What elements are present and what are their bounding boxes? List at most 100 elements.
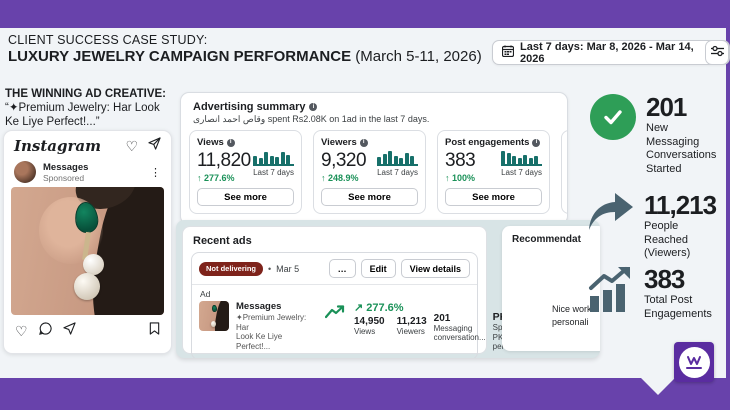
trend-up-icon: [324, 305, 347, 324]
bottom-purple-bar: [0, 378, 730, 410]
metric-card-views: Views i 11,820 ↑ 277.6% Last 7 days See m…: [189, 130, 302, 214]
post-action-bar: ♡: [4, 315, 171, 347]
instagram-post-mockup: Instagram ♡ Messages Sponsored ⋮ ♡: [3, 130, 172, 354]
ad-card: Not delivering • Mar 5 … Edit View detai…: [191, 252, 556, 358]
view-details-button[interactable]: View details: [400, 259, 470, 278]
see-more-button[interactable]: See more: [197, 188, 294, 206]
ad-creative-image: [11, 187, 164, 315]
metric-card-post-engagements: Post engagements i 383 ↑ 100% Last 7 days…: [437, 130, 550, 214]
share-plane-icon[interactable]: [62, 322, 76, 340]
highlight-value: 201: [646, 92, 687, 122]
dashboard-backdrop: Recent ads Not delivering • Mar 5 … Edit…: [176, 220, 600, 358]
calendar-icon: [501, 45, 515, 60]
recommendations-panel: Recommendat Nice work! personali: [502, 226, 600, 351]
metric-label: Views i: [197, 137, 294, 148]
highlight-value: 11,213: [644, 190, 717, 220]
instagram-top-bar: Instagram ♡: [4, 131, 171, 157]
share-arrow-icon: [588, 192, 634, 239]
like-heart-icon[interactable]: ♡: [15, 323, 28, 339]
bookmark-icon[interactable]: [149, 322, 160, 340]
ad-column-label: Ad: [200, 289, 211, 299]
quote-line-2: Ke Liye Perfect!...”: [5, 116, 100, 128]
quote-line-1: “✦Premium Jewelry: Har Look: [5, 102, 160, 114]
metric-card-messaging-clipped: Me sta —: [561, 130, 567, 214]
page-title: LUXURY JEWELRY CAMPAIGN PERFORMANCE (Mar…: [8, 48, 482, 65]
ad-thumbnail: [199, 301, 229, 331]
winning-creative-heading: THE WINNING AD CREATIVE:: [5, 88, 166, 100]
recent-ads-title: Recent ads: [193, 235, 252, 247]
metric-label: Post engagements i: [445, 137, 542, 148]
notifications-heart-icon[interactable]: ♡: [125, 138, 138, 154]
page-title-bold: LUXURY JEWELRY CAMPAIGN PERFORMANCE: [8, 48, 352, 65]
direct-message-icon[interactable]: [148, 137, 161, 155]
mini-bar-chart: [253, 151, 294, 166]
ad-messaging-label: Messaging conversation...: [433, 324, 486, 342]
recommendations-body: Nice work! personali: [552, 304, 595, 327]
ad-viewers-value: 11,213: [396, 316, 427, 327]
metric-change: ↑ 100%: [445, 173, 476, 183]
filters-button[interactable]: [705, 40, 729, 65]
chart-growth-icon: [588, 266, 634, 319]
recommendations-title: Recommendat: [512, 234, 581, 245]
instagram-wordmark: Instagram: [14, 137, 101, 155]
check-circle-icon: [590, 94, 636, 140]
sponsored-label: Sponsored: [43, 172, 85, 183]
metric-change: ↑ 277.6%: [197, 173, 235, 183]
metric-card-viewers: Viewers i 9,320 ↑ 248.9% Last 7 days See …: [313, 130, 426, 214]
dot-separator: •: [268, 263, 272, 274]
ad-change-percent: ↗ 277.6%: [354, 302, 404, 314]
earring-pearl-small: [82, 253, 105, 276]
metric-label: Viewers i: [321, 137, 418, 148]
ad-description: ✦Premium Jewelry: Har Look Ke Liye Perfe…: [236, 313, 307, 351]
highlight-label: Total Post Engagements: [644, 294, 712, 320]
advertising-summary-panel: Advertising summary i وقاص احمد انصاری s…: [180, 92, 568, 225]
see-more-button[interactable]: See more: [321, 188, 418, 206]
ad-views-label: Views: [354, 327, 376, 336]
info-icon[interactable]: i: [226, 138, 235, 147]
highlight-label: New Messaging Conversations Started: [646, 122, 717, 175]
metric-cards-row: Views i 11,820 ↑ 277.6% Last 7 days See m…: [189, 130, 567, 214]
metric-value: 11,820: [197, 150, 251, 171]
ad-data-row[interactable]: Messages ✦Premium Jewelry: Har Look Ke L…: [192, 300, 556, 358]
more-options-button[interactable]: …: [328, 259, 356, 278]
highlight-label: People Reached (Viewers): [644, 220, 691, 259]
advertising-summary-subtitle: وقاص احمد انصاری spent Rs2.08K on 1ad in…: [193, 114, 430, 124]
post-menu-icon[interactable]: ⋮: [150, 166, 161, 179]
post-header: Messages Sponsored ⋮: [4, 157, 171, 187]
metric-mini-chart: Last 7 days: [501, 151, 542, 183]
ad-status-row: Not delivering • Mar 5 … Edit View detai…: [192, 253, 477, 284]
top-purple-bar: [0, 0, 730, 28]
metric-change: ↑ 248.9%: [321, 173, 359, 183]
brand-logo: [674, 342, 714, 382]
advertising-summary-title-text: Advertising summary: [193, 101, 306, 113]
divider: [192, 284, 477, 285]
ad-views-value: 14,950: [354, 316, 385, 327]
avatar[interactable]: [14, 161, 36, 183]
winning-creative-quote: “✦Premium Jewelry: Har Look Ke Liye Perf…: [5, 101, 175, 129]
comment-icon[interactable]: [38, 322, 52, 340]
recent-ads-panel: Recent ads Not delivering • Mar 5 … Edit…: [182, 226, 556, 358]
highlight-new-conversations: 201 New Messaging Conversations Started: [590, 94, 724, 176]
status-badge: Not delivering: [199, 261, 264, 276]
post-account-name[interactable]: Messages: [43, 161, 89, 173]
page-title-dates: (March 5-11, 2026): [351, 48, 482, 65]
metric-value: 9,320: [321, 150, 367, 171]
right-purple-strip: [726, 0, 730, 410]
ad-messaging-value: 201: [433, 313, 451, 324]
metric-period: Last 7 days: [377, 168, 418, 177]
advertising-summary-title: Advertising summary i: [193, 101, 318, 113]
earring-pearl-large: [73, 272, 100, 300]
date-range-selector[interactable]: Last 7 days: Mar 8, 2026 - Mar 14, 2026 …: [492, 40, 730, 65]
date-range-label: Last 7 days: Mar 8, 2026 - Mar 14, 2026: [520, 40, 694, 65]
see-more-button[interactable]: See more: [445, 188, 542, 206]
ad-name: Messages: [236, 301, 282, 312]
metric-period: Last 7 days: [501, 168, 542, 177]
info-icon[interactable]: i: [359, 138, 368, 147]
info-icon[interactable]: i: [532, 138, 541, 147]
ad-date: Mar 5: [276, 263, 300, 274]
edit-button[interactable]: Edit: [360, 259, 396, 278]
highlight-value: 383: [644, 264, 685, 294]
mini-bar-chart: [501, 151, 542, 166]
highlight-post-engagements: 383 Total Post Engagements: [588, 266, 722, 321]
info-icon[interactable]: i: [309, 103, 318, 111]
